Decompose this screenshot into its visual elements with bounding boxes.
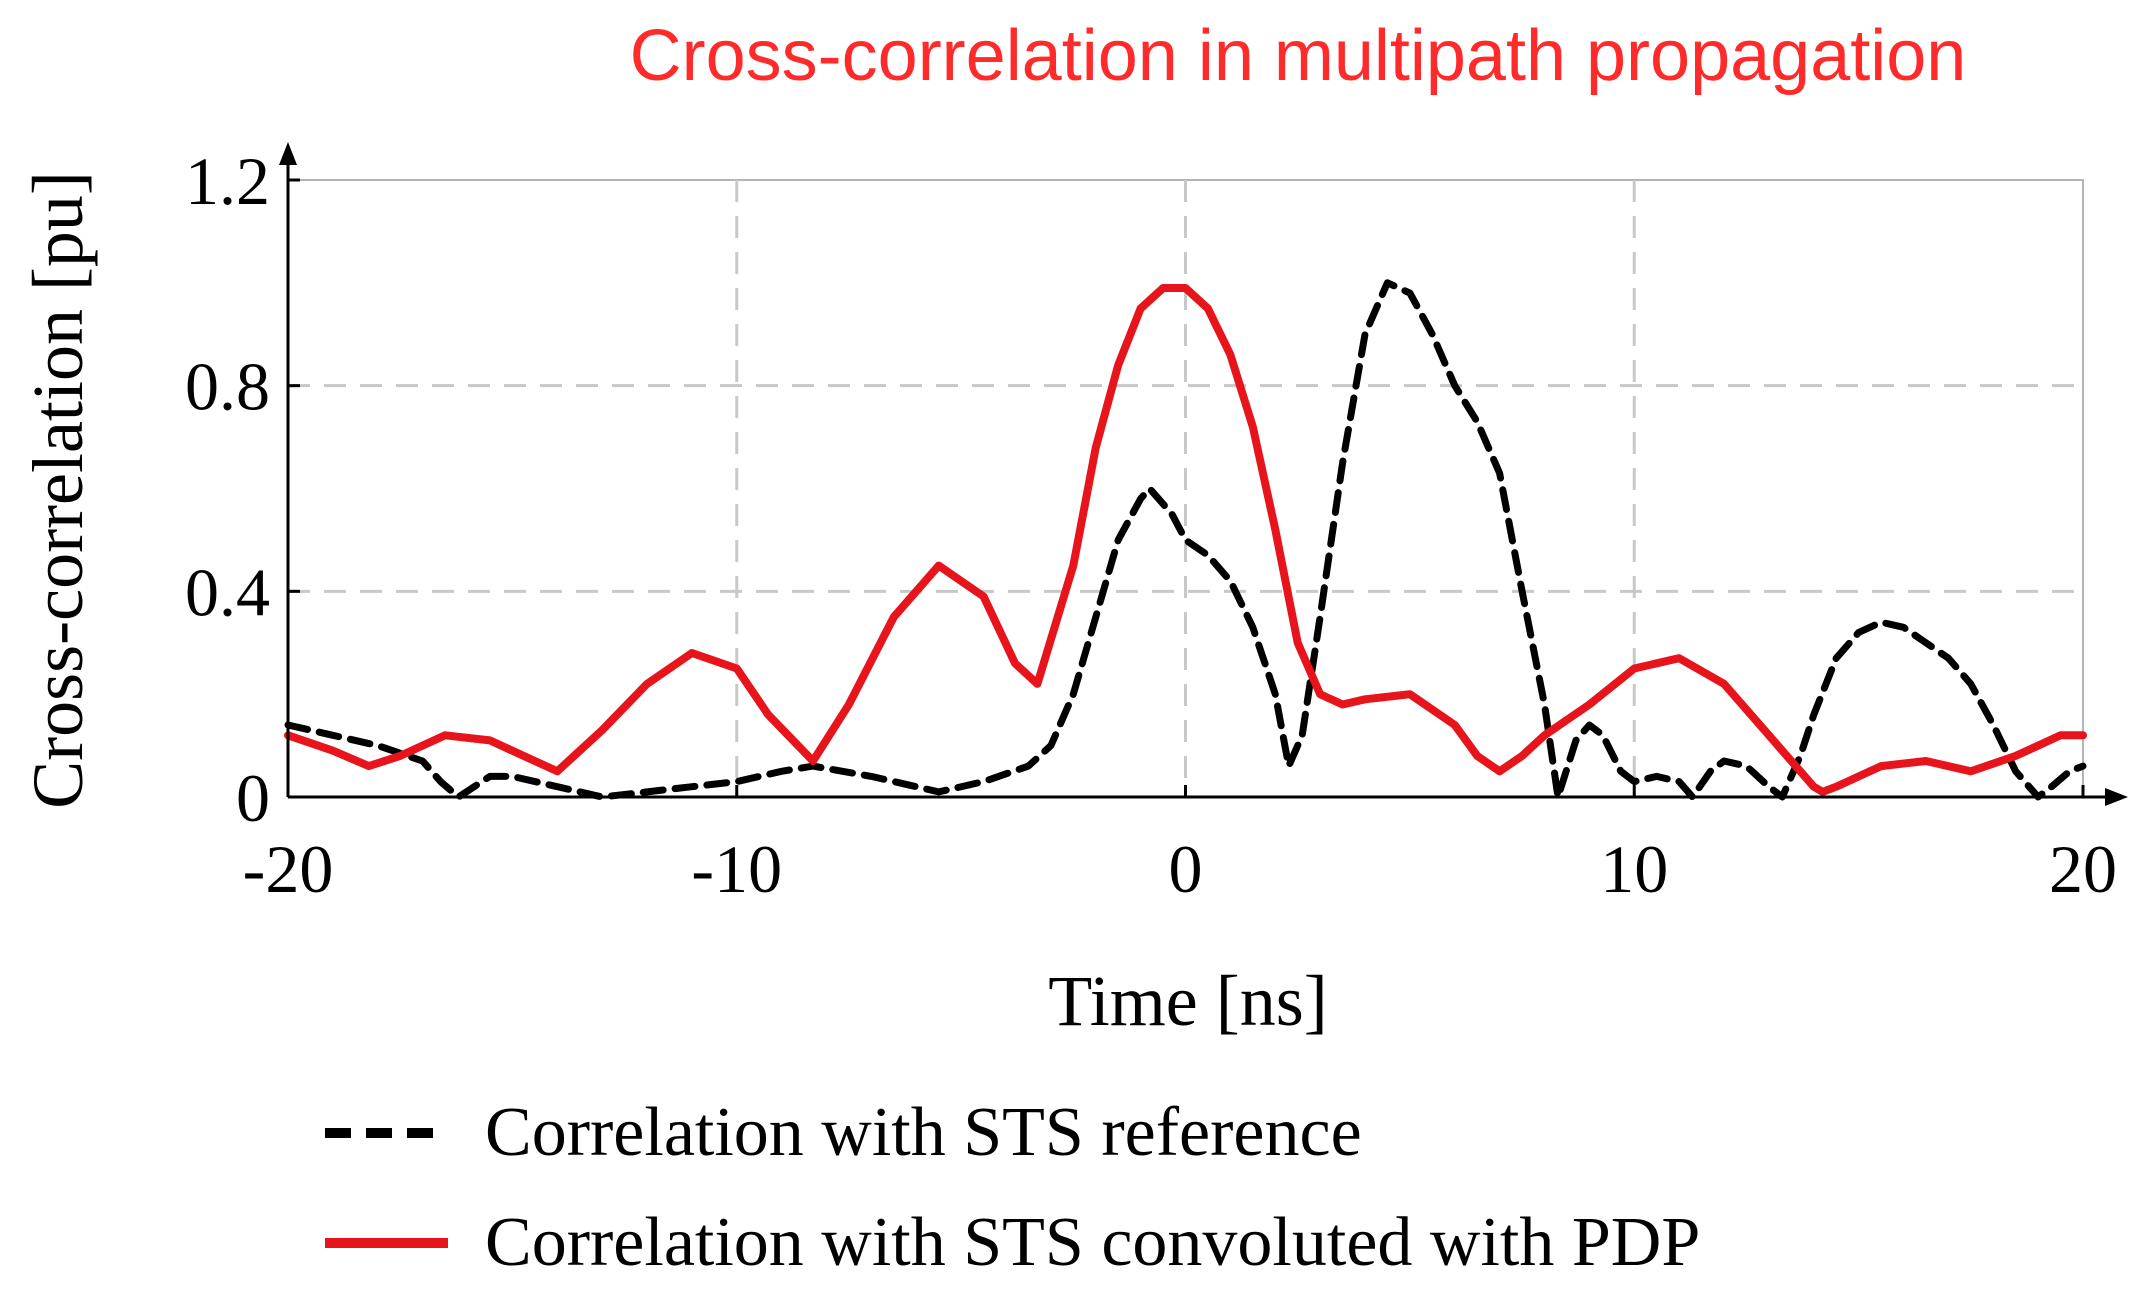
x-tick-label-2: 0: [1169, 831, 1203, 907]
legend: Correlation with STS reference Correlati…: [325, 1094, 1700, 1281]
y-tick-label-1: 0.4: [185, 554, 270, 630]
axes: [279, 142, 2128, 806]
series-line-1: [284, 284, 2087, 796]
x-axis-arrow: [2105, 788, 2128, 806]
x-tick-label-0: -20: [243, 831, 334, 907]
y-axis-label: Cross-correlation [pu]: [18, 171, 98, 809]
y-tick-label-2: 0.8: [185, 349, 270, 425]
legend-label-ref: Correlation with STS reference: [485, 1094, 1362, 1171]
y-tick-label-3: 1.2: [185, 143, 270, 219]
y-axis-arrow: [279, 142, 297, 165]
series-line-0: [284, 279, 2087, 801]
series-layer: [284, 279, 2087, 801]
grid-lines: [287, 179, 2084, 798]
legend-label-pdp: Correlation with STS convoluted with PDP: [485, 1204, 1700, 1281]
x-tick-label-3: 10: [1600, 831, 1668, 907]
tick-labels: -20 -10 0 10 20 0 0.4 0.8 1.2: [185, 143, 2117, 907]
x-axis-label: Time [ns]: [1048, 961, 1327, 1041]
y-tick-label-0: 0: [236, 760, 270, 836]
x-tick-label-1: -10: [691, 831, 782, 907]
x-tick-label-4: 20: [2049, 831, 2117, 907]
chart-title: Cross-correlation in multipath propagati…: [630, 16, 1967, 96]
